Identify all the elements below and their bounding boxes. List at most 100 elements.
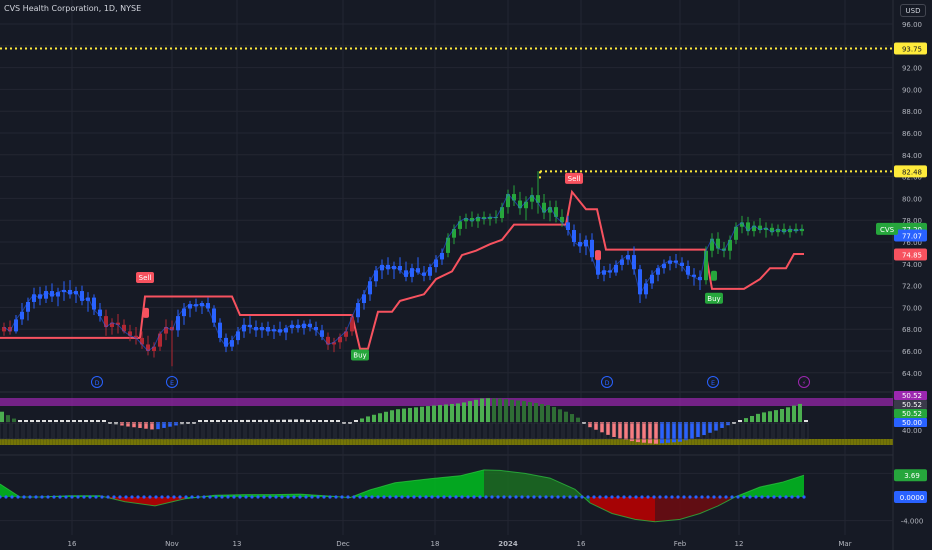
histogram-pane[interactable] <box>0 398 893 445</box>
histogram-outline <box>515 422 521 440</box>
zero-line-dot <box>412 495 416 499</box>
candle <box>128 324 132 342</box>
histogram-bar <box>684 422 688 441</box>
histogram-bar <box>270 419 274 422</box>
candle-body <box>476 216 480 222</box>
zero-line-dot <box>136 495 140 499</box>
candle <box>668 256 672 271</box>
histogram-bar <box>456 403 460 422</box>
histogram-bar <box>768 411 772 422</box>
zero-line-dot <box>580 495 584 499</box>
histogram-bar <box>306 419 310 422</box>
candle <box>686 260 690 280</box>
last-price-label-text: 74.85 <box>902 252 922 260</box>
price-axis[interactable]: 96.0094.0092.0090.0088.0086.0084.0082.00… <box>901 21 924 526</box>
histogram-outline <box>677 422 683 440</box>
histogram-outline <box>749 422 755 440</box>
candle <box>62 281 66 301</box>
zero-line-dot <box>448 495 452 499</box>
time-axis[interactable]: 16 Nov 13 Dec 18 2024 16 Feb 12 Mar <box>68 540 852 548</box>
reference-price-label-text: 82.48 <box>902 168 922 176</box>
price-pane[interactable]: Sell Buy Sell Buy D E D E ⚡ <box>0 47 893 388</box>
zero-line-dot <box>652 495 656 499</box>
candle <box>614 260 618 276</box>
candle-body <box>662 263 666 269</box>
oscillator-pane[interactable] <box>0 469 806 523</box>
candle <box>32 287 36 309</box>
histogram-outline <box>473 422 479 440</box>
candle-body <box>26 301 30 312</box>
candle-body <box>176 316 180 331</box>
oscillator-area <box>430 475 460 497</box>
candle <box>338 333 342 349</box>
zero-line-dot <box>628 495 632 499</box>
histogram-outline <box>245 422 251 440</box>
histogram-outline <box>149 422 155 440</box>
candle <box>44 285 48 304</box>
candle-body <box>386 264 390 270</box>
histogram-outline <box>305 422 311 440</box>
histogram-outline <box>197 422 203 440</box>
candle-body <box>368 281 372 295</box>
histogram-outline <box>761 422 767 440</box>
zero-line-dot <box>334 495 338 499</box>
oscillator-area <box>125 497 155 506</box>
histogram-bar <box>798 403 802 422</box>
histogram-outline <box>725 422 731 440</box>
oscillator-value-label-text: 0.0000 <box>900 494 925 502</box>
candle-body <box>194 304 198 307</box>
histogram-bar <box>72 420 76 422</box>
histogram-value-label-text: 50.00 <box>902 419 922 427</box>
histogram-outline <box>107 422 113 440</box>
candle <box>788 225 792 238</box>
candle-body <box>782 228 786 233</box>
zero-line-dot <box>532 495 536 499</box>
candle-body <box>140 337 144 345</box>
zero-line-dot <box>178 495 182 499</box>
zero-line-dot <box>10 495 14 499</box>
zero-line-dot <box>754 495 758 499</box>
histogram-bar <box>6 415 10 422</box>
zero-line-dot <box>4 495 8 499</box>
zero-line-dot <box>340 495 344 499</box>
histogram-bar <box>150 422 154 430</box>
candle-body <box>170 327 174 331</box>
candle-body <box>254 327 258 331</box>
reference-price-label: 93.75 <box>894 42 927 55</box>
candle-body <box>656 268 660 275</box>
histogram-outline <box>623 422 629 440</box>
candle <box>410 263 414 283</box>
histogram-outline <box>275 422 281 440</box>
histogram-outline <box>119 422 125 440</box>
zero-line-dot <box>310 495 314 499</box>
zero-line-dot <box>0 495 2 499</box>
histogram-value-label-text: 50.52 <box>902 410 922 418</box>
zero-line-dot <box>610 495 614 499</box>
zero-line-dot <box>718 495 722 499</box>
histogram-bar <box>408 407 412 422</box>
histogram-bar <box>516 400 520 422</box>
oscillator-area <box>700 497 718 514</box>
candle-body <box>92 297 96 310</box>
currency-button[interactable]: USD <box>900 4 926 17</box>
candle <box>134 327 138 345</box>
zero-line-dot <box>364 495 368 499</box>
candle-body <box>590 239 594 258</box>
histogram-bar <box>600 422 604 433</box>
histogram-outline <box>695 422 701 440</box>
histogram-outline <box>683 422 689 440</box>
candle <box>416 257 420 275</box>
signal-label: Buy <box>705 292 723 304</box>
histogram-outline <box>491 422 497 440</box>
candle <box>674 253 678 269</box>
histogram-bar <box>366 416 370 422</box>
candle <box>428 263 432 281</box>
zero-line-dot <box>430 495 434 499</box>
histogram-outline <box>791 422 797 440</box>
candle-body <box>284 328 288 333</box>
candle-body <box>380 264 384 271</box>
candle <box>464 213 468 229</box>
histogram-bar <box>534 403 538 422</box>
zero-line-dot <box>490 495 494 499</box>
histogram-bar <box>522 401 526 422</box>
